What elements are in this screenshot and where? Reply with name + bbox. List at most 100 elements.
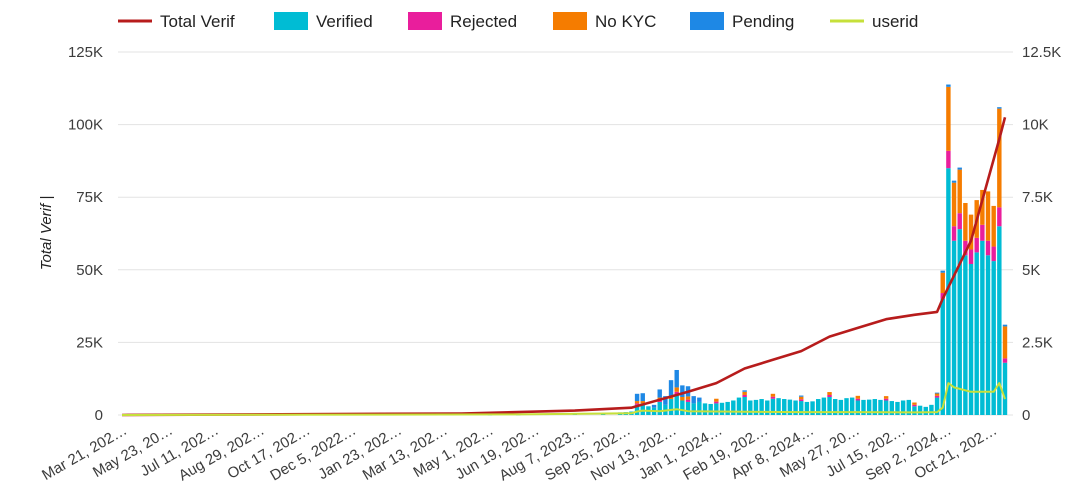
bar-verified: [940, 298, 945, 415]
line-total-verif: [121, 116, 1007, 417]
bar-no-kyc: [640, 401, 645, 404]
bar-rejected: [957, 213, 962, 230]
bar-verified: [827, 396, 832, 415]
bar-rejected: [951, 226, 957, 241]
bar-verified: [793, 400, 798, 415]
x-axis-ticks: Mar 21, 202…May 23, 20…Jul 11, 202…Aug 2…: [39, 422, 1000, 485]
y-tick-label: 50K: [76, 262, 103, 279]
bar-no-kyc: [912, 402, 917, 405]
bar-verified: [838, 399, 844, 415]
bar-verified: [770, 398, 776, 415]
bar-verified: [997, 226, 1002, 415]
bar-verified: [855, 400, 861, 415]
bar-no-kyc: [940, 272, 945, 294]
bar-no-kyc: [634, 401, 640, 404]
bar-rejected: [912, 404, 917, 407]
bar-verified: [674, 394, 679, 415]
bar-verified: [900, 400, 906, 415]
bar-verified: [889, 401, 895, 415]
bar-verified: [844, 398, 849, 415]
bar-pending: [634, 393, 640, 402]
bar-verified: [685, 401, 691, 415]
bar-verified: [691, 403, 696, 415]
bar-pending: [934, 392, 940, 394]
y-tick-label: 0: [95, 407, 103, 424]
bar-verified: [963, 255, 968, 415]
legend-label: No KYC: [595, 12, 656, 31]
bar-no-kyc: [934, 393, 940, 396]
bar-no-kyc: [674, 387, 679, 392]
bar-verified: [708, 403, 713, 415]
bar-rejected: [991, 246, 996, 262]
y2-tick-label: 5K: [1022, 262, 1040, 279]
bar-pending: [680, 385, 685, 397]
bar-verified: [742, 396, 747, 415]
bar-verified: [991, 261, 996, 415]
bar-no-kyc: [951, 182, 957, 227]
bar-rejected: [827, 394, 832, 397]
left-axis-ticks: 0 25K 50K 75K 100K 125K: [68, 44, 103, 424]
legend-label: Pending: [732, 12, 794, 31]
bar-verified: [878, 399, 883, 415]
bar-no-kyc: [714, 398, 719, 402]
bar-verified: [832, 399, 838, 415]
bar-no-kyc: [770, 393, 776, 397]
bar-verified: [1002, 362, 1008, 415]
bar-pending: [742, 390, 747, 392]
bar-pending: [663, 396, 668, 405]
bar-rejected: [985, 240, 991, 256]
bar-verified: [697, 401, 702, 415]
bar-rejected: [980, 224, 985, 241]
y-axis-label: Total Verif |: [38, 196, 55, 271]
bar-verified: [816, 399, 821, 415]
bar-verified: [883, 400, 889, 415]
bar-no-kyc: [799, 396, 804, 400]
bar-rejected: [946, 150, 951, 169]
legend-label: Verified: [316, 12, 373, 31]
bar-pending: [940, 270, 945, 273]
bar-rejected: [997, 207, 1002, 227]
bar-verified: [957, 229, 962, 415]
bar-verified: [657, 401, 662, 415]
bar-verified: [731, 400, 736, 415]
bar-pending: [657, 389, 662, 398]
legend-swatch-no-kyc: [553, 12, 587, 30]
bar-verified: [714, 403, 719, 415]
bar-pending: [957, 167, 962, 170]
bar-pending: [951, 180, 957, 183]
bar-rejected: [714, 401, 719, 404]
bar-verified: [929, 404, 934, 415]
bar-no-kyc: [680, 396, 685, 401]
bar-verified: [821, 397, 827, 415]
bar-rejected: [974, 237, 979, 253]
bar-verified: [866, 399, 872, 415]
bar-verified: [923, 406, 928, 415]
gridlines: [118, 51, 1013, 416]
y2-tick-label: 10K: [1022, 117, 1049, 134]
bar-pending: [674, 369, 679, 388]
bar-verified: [934, 397, 940, 415]
bar-verified: [849, 397, 855, 415]
bar-pending: [1002, 324, 1008, 327]
bar-no-kyc: [685, 396, 691, 400]
bar-verified: [736, 397, 742, 415]
bar-verified: [787, 399, 793, 415]
bar-no-kyc: [1002, 326, 1008, 359]
bar-no-kyc: [827, 392, 832, 395]
bar-pending: [691, 396, 696, 404]
bar-verified: [668, 399, 674, 415]
bar-rejected: [799, 399, 804, 402]
bar-verified: [872, 399, 878, 415]
bar-no-kyc: [963, 203, 968, 241]
bar-verified: [804, 401, 810, 415]
y-tick-label: 125K: [68, 44, 103, 61]
bar-rejected: [1002, 358, 1008, 363]
bar-no-kyc: [946, 86, 951, 151]
y2-tick-label: 12.5K: [1022, 44, 1061, 61]
bar-rejected: [883, 398, 889, 401]
bar-verified: [680, 400, 685, 415]
legend-swatch-pending: [690, 12, 724, 30]
bar-verified: [810, 401, 815, 415]
bar-verified: [980, 240, 985, 415]
